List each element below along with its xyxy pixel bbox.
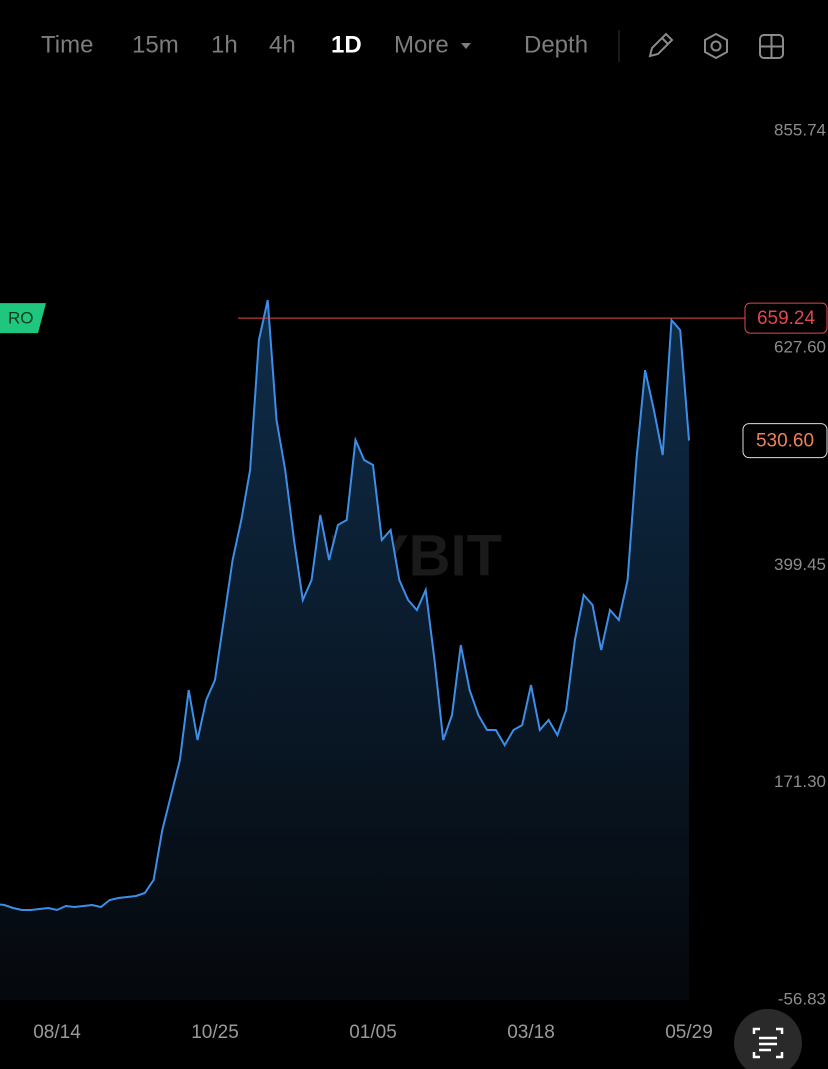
pencil-icon[interactable]: [648, 32, 674, 58]
y-tick-label: 855.74: [774, 120, 826, 139]
last-price-label: 530.60: [756, 431, 814, 452]
dropdown-caret: [461, 43, 471, 49]
price-tag-label: 659.24: [757, 308, 816, 329]
layout-icon[interactable]: [759, 34, 784, 59]
toolbar-item[interactable]: More: [394, 31, 449, 58]
y-tick-label: 627.60: [774, 338, 826, 357]
x-tick-label: 03/18: [507, 1022, 555, 1043]
toolbar-item[interactable]: Depth: [524, 31, 588, 58]
price-tag: [744, 302, 828, 334]
x-tick-label: 01/05: [349, 1022, 397, 1043]
x-tick-label: 08/14: [33, 1022, 81, 1043]
y-tick-label: 171.30: [774, 772, 826, 791]
y-tick-label: -56.83: [778, 989, 826, 1008]
last-price-tag: [742, 423, 828, 459]
scan-button[interactable]: [734, 1009, 802, 1069]
y-tick-label: 399.45: [774, 555, 826, 574]
toolbar-item[interactable]: Time: [41, 31, 93, 58]
alert-tag-label: RO: [8, 309, 34, 328]
alert-tag: [0, 303, 46, 334]
toolbar-item[interactable]: 4h: [269, 31, 296, 58]
x-tick-label: 10/25: [191, 1022, 239, 1043]
toolbar-item[interactable]: 1h: [211, 31, 238, 58]
area-fill: [0, 300, 690, 1000]
toolbar-item[interactable]: 1D: [331, 31, 362, 58]
settings-icon[interactable]: [704, 32, 728, 60]
price-line: [0, 299, 690, 912]
x-tick-label: 05/29: [665, 1022, 713, 1043]
toolbar-item[interactable]: 15m: [132, 31, 179, 58]
